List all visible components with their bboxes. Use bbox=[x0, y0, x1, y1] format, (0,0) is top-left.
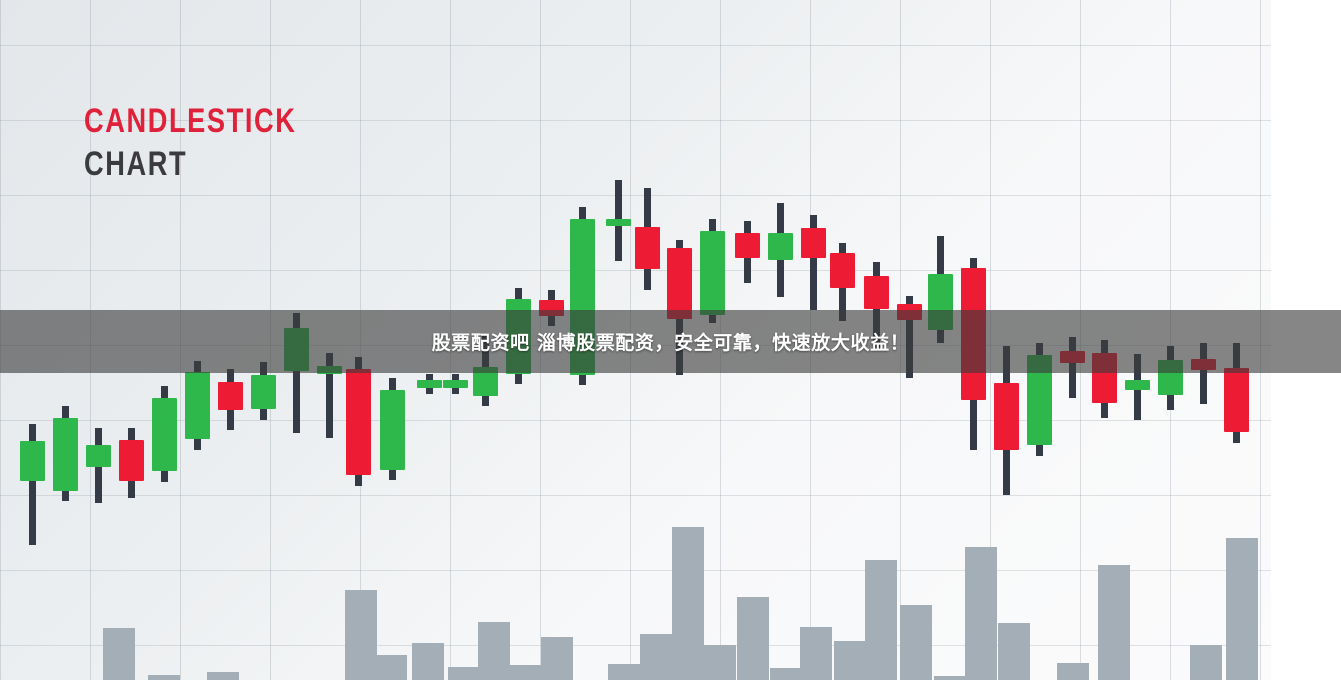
volume-bar bbox=[834, 641, 866, 680]
volume-bar bbox=[965, 547, 997, 680]
candlestick-wick bbox=[29, 424, 36, 545]
candlestick-body-down bbox=[1224, 368, 1249, 432]
candlestick-body-up bbox=[86, 445, 111, 467]
volume-bar bbox=[865, 560, 897, 680]
volume-bar bbox=[448, 667, 480, 680]
candlestick-body-down bbox=[735, 233, 760, 258]
candlestick-body-down bbox=[830, 253, 855, 288]
gridline-horizontal bbox=[0, 45, 1271, 46]
candlestick-body-up bbox=[1125, 380, 1150, 390]
candlestick bbox=[218, 369, 243, 430]
gridline-horizontal bbox=[0, 120, 1271, 121]
gridline-horizontal bbox=[0, 570, 1271, 571]
volume-bar bbox=[1226, 538, 1258, 680]
volume-bar bbox=[608, 664, 640, 680]
page-title: CANDLESTICK bbox=[84, 102, 297, 140]
candlestick bbox=[53, 406, 78, 501]
candlestick-body-down bbox=[635, 227, 660, 269]
candlestick-wick bbox=[326, 353, 333, 438]
volume-bar bbox=[770, 668, 802, 680]
candlestick-body-down bbox=[119, 440, 144, 481]
volume-bar bbox=[375, 655, 407, 680]
candlestick-body-down bbox=[801, 228, 826, 258]
candlestick-body-down bbox=[994, 383, 1019, 450]
candlestick bbox=[635, 188, 660, 290]
volume-bar bbox=[640, 634, 672, 680]
page-subtitle: CHART bbox=[84, 145, 188, 183]
volume-bar bbox=[207, 672, 239, 680]
candlestick bbox=[251, 362, 276, 420]
volume-bar bbox=[148, 675, 180, 680]
candlestick bbox=[768, 203, 793, 297]
candlestick bbox=[994, 346, 1019, 495]
candlestick bbox=[20, 424, 45, 545]
candlestick-body-down bbox=[218, 382, 243, 410]
volume-bar bbox=[672, 527, 704, 680]
volume-bar bbox=[345, 590, 377, 680]
candlestick bbox=[443, 374, 468, 394]
candlestick bbox=[864, 262, 889, 350]
candlestick-wick bbox=[1200, 343, 1207, 404]
candlestick-wick bbox=[293, 313, 300, 433]
candlestick bbox=[1224, 343, 1249, 443]
volume-bar bbox=[510, 665, 542, 680]
gridline-horizontal bbox=[0, 270, 1271, 271]
volume-bar bbox=[1098, 565, 1130, 680]
gridline-horizontal bbox=[0, 195, 1271, 196]
candlestick-body-down bbox=[864, 276, 889, 309]
volume-bar bbox=[103, 628, 135, 680]
volume-bar bbox=[412, 643, 444, 680]
candlestick-body-up bbox=[185, 372, 210, 439]
volume-bar bbox=[1057, 663, 1089, 680]
candlestick-body-up bbox=[417, 380, 442, 388]
volume-bar bbox=[704, 645, 736, 680]
volume-bar bbox=[541, 637, 573, 680]
candlestick-body-up bbox=[20, 441, 45, 481]
candlestick-body-up bbox=[606, 219, 631, 226]
candlestick bbox=[830, 243, 855, 321]
volume-bar bbox=[998, 623, 1030, 680]
gridline-horizontal bbox=[0, 645, 1271, 646]
gridline-horizontal bbox=[0, 420, 1271, 421]
candlestick-body-up bbox=[380, 390, 405, 470]
candlestick bbox=[1125, 354, 1150, 420]
candlestick bbox=[119, 428, 144, 498]
candlestick bbox=[606, 180, 631, 261]
candlestick bbox=[152, 386, 177, 482]
volume-bar bbox=[900, 605, 932, 680]
candlestick bbox=[86, 428, 111, 503]
candlestick-body-up bbox=[768, 233, 793, 260]
promo-banner-text: 股票配资吧 淄博股票配资，安全可靠，快速放大收益！ bbox=[431, 332, 910, 354]
candlestick-body-up bbox=[152, 398, 177, 471]
volume-bar bbox=[800, 627, 832, 680]
candlestick-body-up bbox=[443, 380, 468, 388]
volume-bar bbox=[1190, 645, 1222, 680]
candlestick bbox=[380, 378, 405, 480]
candlestick bbox=[346, 357, 371, 486]
candlestick bbox=[185, 361, 210, 450]
volume-series bbox=[103, 527, 1258, 680]
volume-bar bbox=[737, 597, 769, 680]
chart-title-block: CANDLESTICK CHART bbox=[84, 104, 350, 184]
candlestick-body-down bbox=[346, 369, 371, 475]
volume-bar bbox=[478, 622, 510, 680]
candlestick bbox=[417, 374, 442, 394]
candlestick bbox=[735, 221, 760, 283]
promo-banner-overlay: 股票配资吧 淄博股票配资，安全可靠，快速放大收益！ bbox=[0, 310, 1341, 373]
candlestick bbox=[667, 240, 692, 375]
candlestick bbox=[801, 215, 826, 310]
candlestick-body-up bbox=[700, 231, 725, 315]
volume-bar bbox=[934, 676, 966, 680]
candlestick bbox=[700, 219, 725, 323]
candlestick-body-down bbox=[667, 248, 692, 319]
candlestick-wick bbox=[810, 215, 817, 310]
gridline-horizontal bbox=[0, 495, 1271, 496]
candlestick-body-up bbox=[251, 375, 276, 409]
candlestick-body-up bbox=[53, 418, 78, 491]
